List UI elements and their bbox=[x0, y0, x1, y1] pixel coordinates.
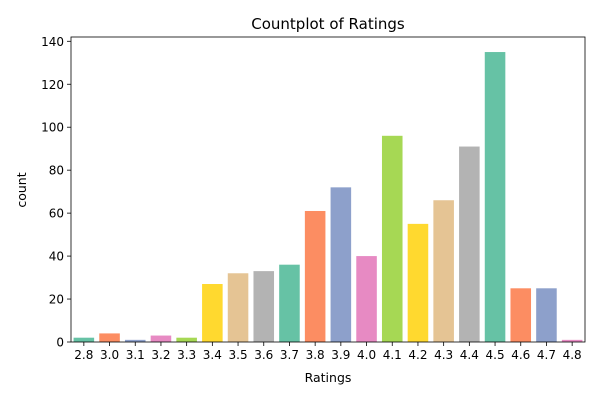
x-tick-label: 3.8 bbox=[306, 348, 325, 362]
x-tick-label: 3.9 bbox=[331, 348, 350, 362]
x-tick-label: 3.0 bbox=[100, 348, 119, 362]
bar-3.0 bbox=[99, 333, 120, 342]
x-tick-label: 4.6 bbox=[511, 348, 530, 362]
y-tick-label: 120 bbox=[41, 78, 64, 92]
y-axis-title: count bbox=[14, 172, 29, 207]
chart-title: Countplot of Ratings bbox=[251, 15, 405, 33]
y-tick-label: 100 bbox=[41, 121, 64, 135]
bar-3.4 bbox=[202, 284, 223, 342]
bar-3.2 bbox=[150, 335, 172, 342]
bar-4.5 bbox=[484, 52, 506, 342]
x-tick-label: 3.1 bbox=[126, 348, 145, 362]
bar-4.7 bbox=[536, 288, 557, 342]
x-tick-label: 3.7 bbox=[280, 348, 299, 362]
x-tick-label: 4.8 bbox=[563, 348, 582, 362]
bar-4.1 bbox=[381, 135, 403, 342]
bar-3.9 bbox=[330, 187, 352, 342]
x-tick-label: 3.5 bbox=[229, 348, 248, 362]
x-tick-label: 4.0 bbox=[357, 348, 376, 362]
bar-4.3 bbox=[433, 200, 454, 342]
x-tick-label: 3.4 bbox=[203, 348, 222, 362]
bar-4.0 bbox=[356, 256, 377, 342]
bar-4.8 bbox=[561, 339, 583, 342]
bar-2.8 bbox=[73, 337, 95, 342]
bar-4.2 bbox=[407, 223, 429, 342]
bar-3.7 bbox=[279, 264, 300, 342]
x-tick-label: 3.6 bbox=[254, 348, 273, 362]
bar-3.1 bbox=[124, 339, 146, 342]
bars-group bbox=[73, 52, 583, 342]
bar-3.5 bbox=[227, 273, 249, 342]
x-tick-label: 4.3 bbox=[434, 348, 453, 362]
axis-spines bbox=[70, 36, 586, 343]
y-tick-label: 140 bbox=[41, 35, 64, 49]
bar-3.6 bbox=[253, 271, 275, 342]
bar-3.8 bbox=[304, 210, 326, 342]
x-tick-label: 3.2 bbox=[151, 348, 170, 362]
x-tick-label: 3.3 bbox=[177, 348, 196, 362]
y-axis-ticks: 0 20 40 60 80 100 120 140 bbox=[41, 35, 71, 350]
x-tick-label: 4.2 bbox=[408, 348, 427, 362]
y-tick-label: 60 bbox=[49, 207, 64, 221]
y-tick-label: 80 bbox=[49, 164, 64, 178]
x-axis-title: Ratings bbox=[305, 370, 352, 385]
y-tick-label: 0 bbox=[56, 336, 64, 350]
bar-4.6 bbox=[510, 288, 532, 342]
x-tick-label: 4.7 bbox=[537, 348, 556, 362]
y-tick-label: 40 bbox=[49, 250, 64, 264]
bar-4.4 bbox=[459, 146, 480, 342]
x-tick-label: 4.4 bbox=[460, 348, 479, 362]
x-tick-label: 4.5 bbox=[486, 348, 505, 362]
x-axis-ticks: 2.8 3.0 3.1 3.2 3.3 3.4 3.5 3.6 3.7 3.8 3.9 4.0 4.1 4… bbox=[74, 342, 582, 362]
y-tick-label: 20 bbox=[49, 293, 64, 307]
plot-frame bbox=[70, 36, 586, 343]
bar-3.3 bbox=[176, 337, 197, 342]
x-tick-label: 4.1 bbox=[383, 348, 402, 362]
x-tick-label: 2.8 bbox=[74, 348, 93, 362]
